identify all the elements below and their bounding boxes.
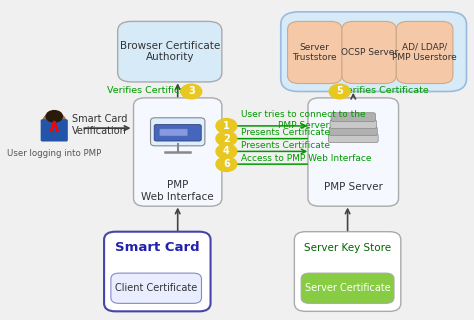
Text: 1: 1 bbox=[223, 121, 230, 131]
FancyBboxPatch shape bbox=[41, 119, 68, 141]
Circle shape bbox=[216, 157, 237, 172]
Text: Presents Certificate: Presents Certificate bbox=[241, 128, 330, 137]
FancyBboxPatch shape bbox=[328, 134, 378, 143]
FancyBboxPatch shape bbox=[342, 21, 396, 84]
FancyBboxPatch shape bbox=[329, 127, 377, 136]
Text: AD/ LDAP/
PMP Userstore: AD/ LDAP/ PMP Userstore bbox=[392, 43, 457, 62]
Text: Server
Truststore: Server Truststore bbox=[292, 43, 337, 62]
FancyBboxPatch shape bbox=[151, 118, 205, 146]
Text: Server Key Store: Server Key Store bbox=[304, 243, 391, 252]
Text: Access to PMP Web Interface: Access to PMP Web Interface bbox=[241, 154, 372, 163]
FancyBboxPatch shape bbox=[301, 273, 394, 303]
Text: Server Certificate: Server Certificate bbox=[305, 283, 391, 293]
Circle shape bbox=[216, 131, 237, 146]
FancyBboxPatch shape bbox=[154, 124, 201, 141]
FancyBboxPatch shape bbox=[288, 21, 342, 84]
Circle shape bbox=[216, 119, 237, 133]
Text: OCSP Server: OCSP Server bbox=[340, 48, 398, 57]
Text: Smart Card
Verification: Smart Card Verification bbox=[72, 114, 127, 136]
FancyBboxPatch shape bbox=[118, 21, 222, 82]
Circle shape bbox=[181, 84, 202, 99]
FancyBboxPatch shape bbox=[330, 120, 376, 129]
Text: Presents Certificate: Presents Certificate bbox=[241, 141, 330, 150]
Text: Verifies Certificate: Verifies Certificate bbox=[107, 86, 194, 95]
Circle shape bbox=[329, 84, 350, 99]
FancyBboxPatch shape bbox=[308, 98, 399, 206]
Circle shape bbox=[43, 113, 65, 129]
FancyBboxPatch shape bbox=[160, 129, 188, 136]
FancyBboxPatch shape bbox=[331, 113, 375, 122]
Text: User tries to connect to the
PMP Server: User tries to connect to the PMP Server bbox=[241, 110, 365, 130]
FancyBboxPatch shape bbox=[294, 232, 401, 311]
Text: Verifies Certificate: Verifies Certificate bbox=[341, 86, 429, 95]
Text: 5: 5 bbox=[336, 86, 343, 97]
FancyBboxPatch shape bbox=[281, 12, 466, 92]
Text: PMP
Web Interface: PMP Web Interface bbox=[141, 180, 214, 202]
Circle shape bbox=[216, 144, 237, 159]
Text: Client Certificate: Client Certificate bbox=[115, 283, 197, 293]
Text: Smart Card: Smart Card bbox=[115, 241, 200, 254]
Text: PMP Server: PMP Server bbox=[324, 182, 383, 192]
Text: 2: 2 bbox=[223, 134, 230, 144]
FancyBboxPatch shape bbox=[396, 21, 453, 84]
Text: 4: 4 bbox=[223, 146, 230, 156]
Circle shape bbox=[46, 111, 63, 122]
Text: 6: 6 bbox=[223, 159, 230, 169]
FancyBboxPatch shape bbox=[134, 98, 222, 206]
FancyBboxPatch shape bbox=[104, 232, 210, 311]
Text: User logging into PMP: User logging into PMP bbox=[7, 149, 101, 158]
FancyBboxPatch shape bbox=[111, 273, 201, 303]
Text: Browser Certificate
Authority: Browser Certificate Authority bbox=[119, 41, 220, 62]
Text: 3: 3 bbox=[188, 86, 195, 97]
